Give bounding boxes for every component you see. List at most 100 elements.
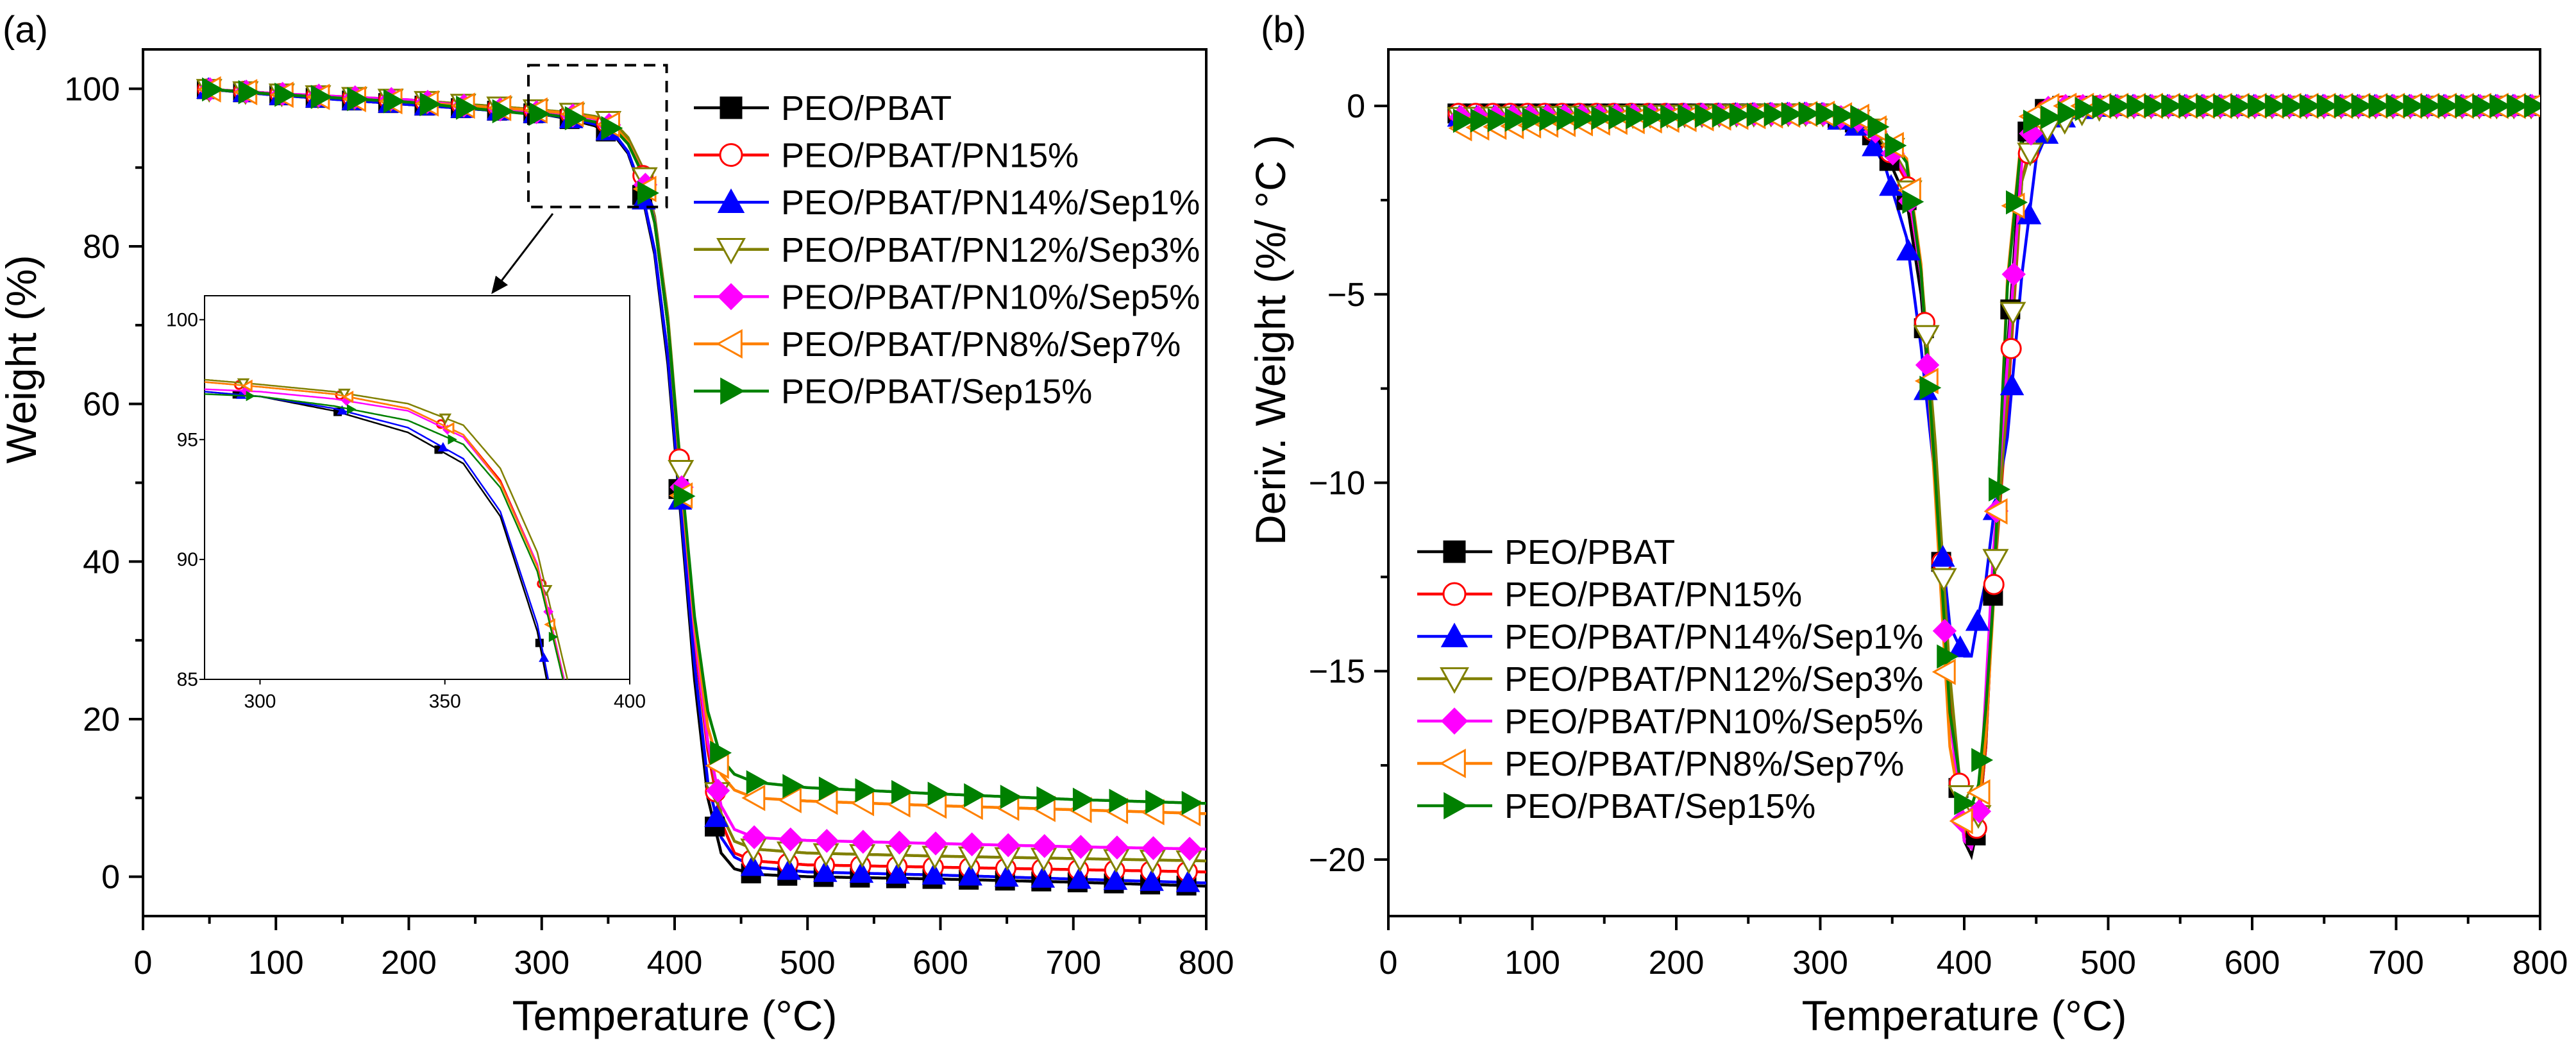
data-point [1850, 105, 1873, 130]
y-tick-label: −5 [1327, 276, 1365, 314]
data-point [1983, 498, 2008, 525]
data-point [1522, 107, 1544, 132]
inset-y-tick-label: 100 [166, 309, 198, 330]
y-tick-label: −20 [1309, 842, 1365, 879]
data-point [2144, 94, 2166, 118]
data-point [742, 825, 766, 849]
data-point [1591, 106, 1613, 130]
x-tick-label: 800 [2513, 944, 2568, 982]
data-point [886, 862, 910, 884]
data-point [1678, 104, 1700, 128]
x-tick-label: 0 [134, 944, 153, 982]
inset-series-line [205, 378, 569, 679]
legend-marker [716, 237, 746, 265]
data-point [2316, 94, 2339, 118]
data-point [564, 106, 587, 131]
x-tick-label: 100 [1504, 944, 1560, 982]
legend-marker [1444, 792, 1469, 820]
inset-data-point [539, 652, 550, 662]
data-point [1781, 101, 1803, 126]
data-point [1729, 103, 1751, 128]
data-point [1072, 787, 1095, 812]
y-axis-title-a: Weight (%) [0, 255, 45, 463]
inset-data-point [246, 391, 256, 402]
data-point [1902, 189, 1924, 214]
data-point [419, 92, 442, 117]
data-point [492, 99, 514, 124]
data-point [1815, 101, 1838, 126]
x-tick-label: 600 [913, 944, 968, 982]
legend-label: PEO/PBAT/PN14%/Sep1% [781, 183, 1200, 222]
legend-label: PEO/PBAT [1504, 533, 1675, 572]
series-line [1453, 104, 2540, 658]
data-point [2437, 94, 2460, 118]
data-point [996, 833, 1020, 858]
data-point [1487, 108, 1510, 133]
panel-b-dtg: 0 100 200 300 400 500 600 700 800 0 −5 −10 −15 −20 PEO… [1309, 48, 2568, 982]
data-point [2230, 94, 2253, 118]
data-point [1539, 106, 1562, 132]
data-point [2472, 94, 2495, 118]
legend-item: PEO/PBAT/PN14%/Sep1% [694, 183, 1200, 222]
data-point [1504, 107, 1527, 132]
data-point [2403, 94, 2425, 118]
legend-marker [1440, 707, 1469, 735]
data-point [1999, 373, 2025, 396]
data-point [2001, 262, 2026, 287]
data-point [2057, 101, 2080, 125]
data-point [2126, 94, 2149, 118]
x-tick-label: 100 [248, 944, 304, 982]
data-point [1175, 870, 1200, 892]
y-tick-label: 0 [101, 859, 120, 896]
data-point [2196, 94, 2218, 118]
data-point [274, 82, 297, 107]
data-point [1145, 790, 1168, 814]
x-tick-label: 800 [1179, 944, 1234, 982]
legend-label: PEO/PBAT/PN8%/Sep7% [1504, 745, 1904, 783]
data-point [923, 831, 948, 856]
legend-marker [716, 329, 743, 359]
legend-label: PEO/PBAT/PN10%/Sep5% [1504, 702, 1923, 741]
data-point [2075, 97, 2097, 121]
data-point [1036, 786, 1059, 811]
data-point [1966, 779, 1991, 806]
x-tick-label: 700 [2368, 944, 2424, 982]
data-point [710, 740, 732, 765]
inset-data-point [439, 413, 452, 425]
data-point [891, 779, 913, 804]
data-point [1999, 302, 2026, 326]
data-point [855, 778, 877, 803]
legend-item: PEO/PBAT/PN8%/Sep7% [1417, 745, 1904, 783]
x-tick-label: 500 [2080, 944, 2136, 982]
data-point [2420, 94, 2443, 118]
legend-marker [1440, 622, 1469, 647]
data-point [887, 830, 912, 855]
x-tick-label: 300 [1792, 944, 1848, 982]
inset-data-point [337, 405, 348, 415]
legend-marker [717, 283, 745, 310]
data-point [2161, 94, 2184, 118]
data-point [1885, 133, 1907, 158]
data-point [1574, 106, 1596, 131]
data-point [2386, 94, 2408, 118]
data-point [851, 829, 875, 854]
inset-y-tick-label: 95 [177, 429, 198, 450]
data-point [1181, 790, 1204, 815]
data-point [1971, 747, 1994, 772]
data-point [238, 80, 260, 105]
legend-marker [720, 377, 745, 405]
legend-label: PEO/PBAT/PN15% [1504, 575, 1802, 614]
data-point [1989, 477, 2011, 502]
data-point [2455, 94, 2477, 118]
data-point [668, 459, 695, 484]
legend-label: PEO/PBAT/PN15% [781, 137, 1079, 175]
data-point [2023, 109, 2045, 134]
inset-series-line [205, 381, 564, 679]
legend-label: PEO/PBAT/Sep15% [781, 373, 1092, 411]
legend-item: PEO/PBAT/PN12%/Sep3% [1417, 660, 1923, 699]
legend-item: PEO/PBAT/PN10%/Sep5% [694, 278, 1200, 316]
legend-marker [1439, 749, 1466, 778]
data-point [746, 770, 768, 795]
data-point [958, 863, 982, 886]
data-point [1798, 101, 1821, 126]
